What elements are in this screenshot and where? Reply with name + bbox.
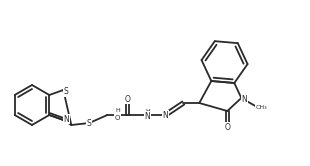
Text: O: O — [124, 94, 130, 103]
Text: O: O — [224, 123, 230, 131]
Text: H: H — [145, 109, 150, 114]
Text: N: N — [64, 115, 69, 124]
Text: N: N — [241, 94, 247, 103]
Text: N: N — [144, 112, 150, 121]
Text: S: S — [64, 87, 69, 96]
Text: S: S — [87, 119, 92, 127]
Text: O: O — [115, 115, 120, 121]
Text: H: H — [115, 108, 120, 113]
Text: CH₃: CH₃ — [255, 105, 267, 110]
Text: N: N — [162, 111, 168, 120]
